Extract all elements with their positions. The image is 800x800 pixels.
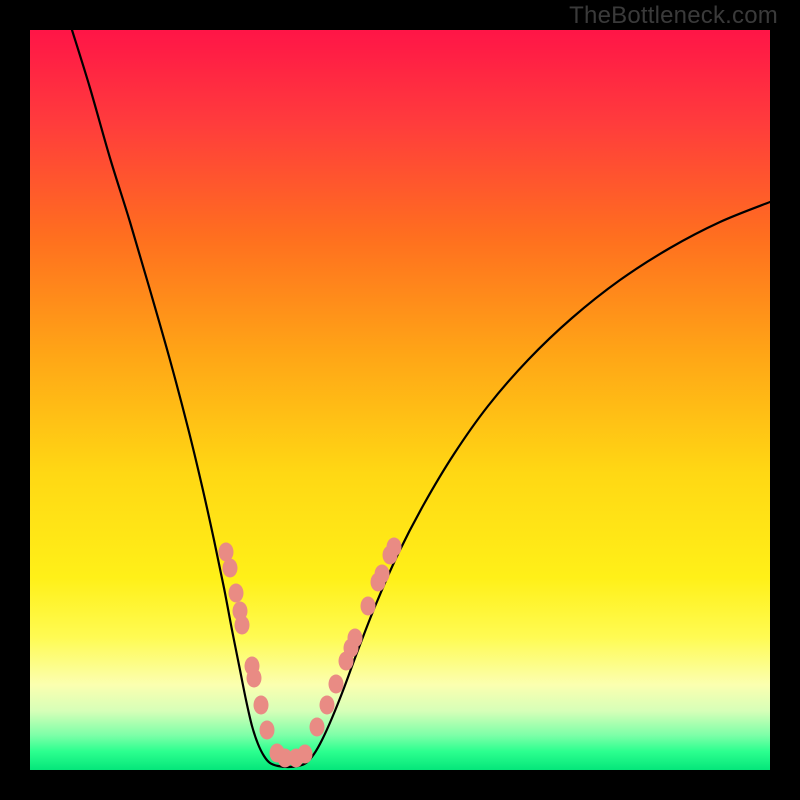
data-marker <box>298 745 313 764</box>
data-marker <box>329 675 344 694</box>
data-marker <box>229 584 244 603</box>
data-marker <box>361 597 376 616</box>
data-marker <box>348 629 363 648</box>
gradient-background <box>30 30 770 770</box>
plot-svg <box>30 30 770 770</box>
data-marker <box>247 669 262 688</box>
data-marker <box>223 559 238 578</box>
watermark-text: TheBottleneck.com <box>569 2 778 30</box>
data-marker <box>310 718 325 737</box>
data-marker <box>254 696 269 715</box>
plot-area <box>30 30 770 770</box>
data-marker <box>260 721 275 740</box>
data-marker <box>320 696 335 715</box>
data-marker <box>387 538 402 557</box>
data-marker <box>375 565 390 584</box>
data-marker <box>235 616 250 635</box>
